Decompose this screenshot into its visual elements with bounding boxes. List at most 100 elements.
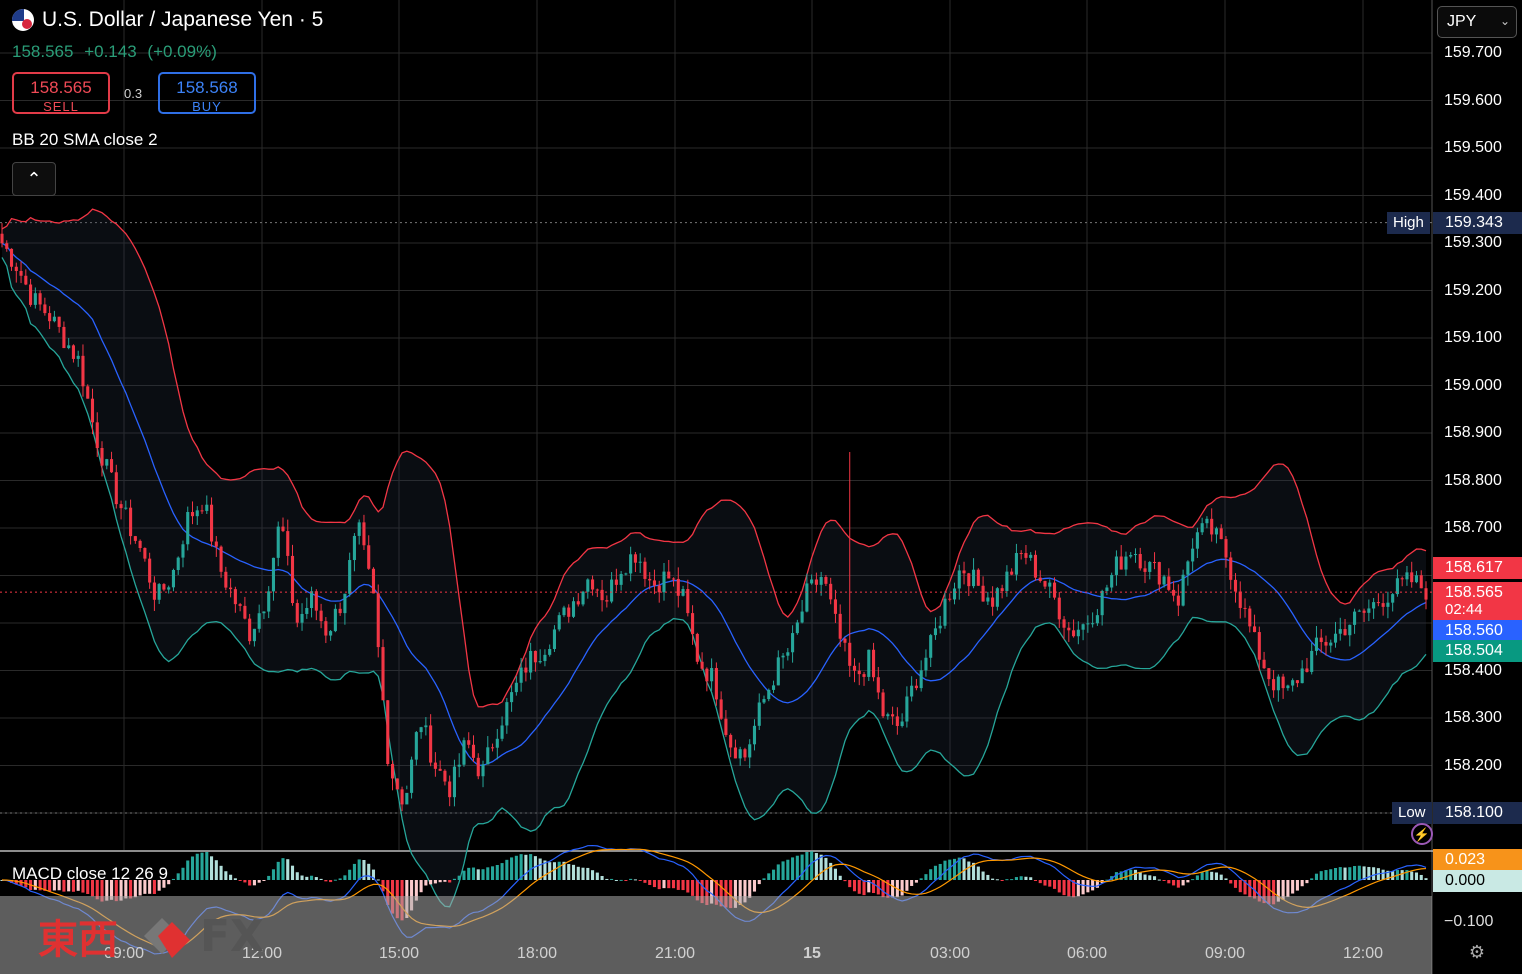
bollinger-bands-legend[interactable]: BB 20 SMA close 2 xyxy=(12,130,158,149)
candle-body xyxy=(19,271,23,276)
candle-body xyxy=(619,573,623,585)
macd-histogram-bar xyxy=(338,878,342,880)
candle-body xyxy=(1300,668,1304,684)
candle-body xyxy=(81,355,85,387)
macd-histogram-bar xyxy=(1138,872,1142,880)
macd-histogram-bar xyxy=(490,866,495,880)
candle-body xyxy=(1243,607,1247,609)
macd-histogram-bar xyxy=(448,880,452,883)
macd-histogram-bar xyxy=(662,880,666,889)
candle-body xyxy=(814,579,818,585)
macd-histogram-bar xyxy=(514,855,518,880)
macd-histogram-bar xyxy=(219,865,223,880)
candle-body xyxy=(629,554,633,574)
macd-histogram-bar xyxy=(814,853,818,880)
macd-histogram-bar xyxy=(695,880,699,901)
macd-histogram-bar xyxy=(371,869,376,880)
candle-body xyxy=(514,682,518,693)
macd-histogram-bar xyxy=(510,857,514,880)
candle-body xyxy=(348,560,352,594)
macd-histogram-bar xyxy=(100,880,104,902)
candle-body xyxy=(891,714,895,717)
lightning-icon[interactable]: ⚡ xyxy=(1411,823,1433,845)
watermark-cn: 東西 xyxy=(38,916,118,963)
macd-histogram-bar xyxy=(352,863,356,880)
candle-body xyxy=(786,652,790,656)
macd-histogram-bar xyxy=(43,880,47,891)
candle-body xyxy=(452,766,456,798)
price-axis-tick: 158.800 xyxy=(1444,471,1502,489)
candle-body xyxy=(238,604,242,606)
macd-histogram-bar xyxy=(1424,878,1428,880)
macd-histogram-bar xyxy=(667,880,671,889)
macd-histogram-bar xyxy=(1010,879,1014,881)
macd-histogram-bar xyxy=(233,878,237,880)
macd-histogram-bar xyxy=(1319,871,1323,880)
macd-histogram-bar xyxy=(624,880,628,881)
candle-body xyxy=(233,589,237,605)
candle-body xyxy=(905,696,909,722)
macd-histogram-bar xyxy=(1400,870,1404,880)
price-change-pct: (+0.09%) xyxy=(147,42,217,61)
candle-body xyxy=(929,635,933,658)
macd-histogram-bar xyxy=(781,861,785,880)
candle-body xyxy=(957,570,961,589)
bb-basis-badge: 158.560 xyxy=(1433,620,1522,642)
candle-body xyxy=(705,668,709,682)
candle-body xyxy=(329,631,333,636)
candle-body xyxy=(1110,574,1114,588)
macd-histogram-bar xyxy=(1114,872,1118,880)
candle-body xyxy=(972,569,976,587)
macd-histogram-bar xyxy=(843,880,847,882)
candle-body xyxy=(448,781,452,798)
candle-body xyxy=(1276,676,1280,691)
macd-histogram-bar xyxy=(767,873,771,880)
collapse-legend-button[interactable]: ⌃ xyxy=(12,162,56,196)
macd-histogram-bar xyxy=(376,879,380,881)
macd-histogram-bar xyxy=(48,880,52,892)
macd-histogram-bar xyxy=(143,880,147,894)
currency-selector[interactable]: JPY ⌄ xyxy=(1437,6,1517,38)
macd-histogram-bar xyxy=(1076,880,1080,897)
macd-histogram-bar xyxy=(905,880,909,891)
candle-body xyxy=(1200,523,1204,533)
macd-histogram-bar xyxy=(1033,880,1038,881)
candle-body xyxy=(1395,578,1399,595)
candle-body xyxy=(305,608,309,614)
candle-body xyxy=(143,547,147,559)
buy-button[interactable]: 158.568 BUY xyxy=(158,72,256,114)
macd-histogram-bar xyxy=(610,878,614,880)
candle-body xyxy=(733,747,737,759)
macd-legend[interactable]: MACD close 12 26 9 xyxy=(12,864,168,883)
candle-body xyxy=(605,600,609,602)
macd-histogram-bar xyxy=(957,857,961,880)
candle-body xyxy=(638,561,642,563)
candle-body xyxy=(1181,574,1185,606)
price-axis-tick: 159.700 xyxy=(1444,44,1502,61)
candle-body xyxy=(267,591,271,612)
candle-body xyxy=(657,585,661,593)
settings-gear-icon[interactable]: ⚙ xyxy=(1468,942,1486,962)
macd-histogram-bar xyxy=(633,879,637,881)
candle-body xyxy=(810,579,814,584)
macd-histogram-bar xyxy=(857,880,861,894)
candle-body xyxy=(1253,626,1257,633)
macd-histogram-bar xyxy=(881,880,885,898)
macd-histogram-bar xyxy=(286,859,290,880)
candle-body xyxy=(591,579,595,590)
candle-body xyxy=(33,293,37,305)
macd-histogram-bar xyxy=(1233,880,1238,888)
sell-button[interactable]: 158.565 SELL xyxy=(12,72,110,114)
bb-lower-line xyxy=(1,257,1427,908)
macd-histogram-bar xyxy=(991,878,995,880)
candle-body xyxy=(167,587,171,590)
macd-histogram-bar xyxy=(738,880,742,905)
macd-histogram-bar xyxy=(1172,880,1176,886)
candle-body xyxy=(1129,555,1133,557)
symbol-title[interactable]: U.S. Dollar / Japanese Yen · 5 xyxy=(42,8,324,31)
watermark-fx: FX xyxy=(200,910,264,962)
macd-histogram-bar xyxy=(19,880,23,886)
candle-body xyxy=(124,507,128,509)
macd-histogram-bar xyxy=(81,880,85,893)
